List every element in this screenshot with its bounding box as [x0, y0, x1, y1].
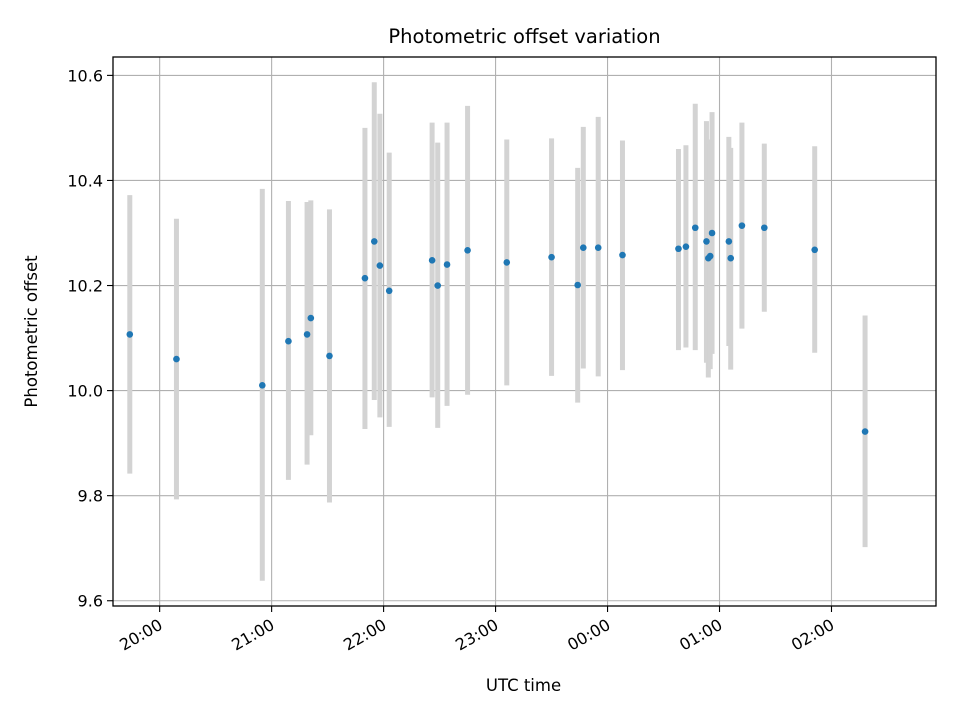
data-point: [376, 262, 384, 269]
y-tick-label: 10.6: [67, 66, 103, 85]
y-tick-label: 10.2: [67, 277, 103, 296]
data-point: [548, 253, 555, 261]
data-point: [579, 244, 587, 252]
data-point: [738, 222, 746, 229]
y-tick-label: 10.0: [67, 382, 103, 401]
data-points: [126, 222, 869, 435]
y-tick-label: 10.4: [67, 171, 103, 190]
data-point: [811, 246, 818, 254]
data-point: [258, 382, 266, 389]
data-point: [326, 352, 333, 360]
data-point: [503, 259, 511, 266]
data-point: [594, 244, 602, 252]
y-axis-ticks: 9.6 9.8 10.0 10.2 10.4 10.6: [67, 66, 113, 611]
data-point: [303, 331, 311, 338]
data-point: [126, 331, 134, 338]
y-tick-label: 9.6: [78, 592, 103, 611]
data-point: [574, 281, 581, 289]
grid: [113, 57, 936, 606]
data-point: [428, 257, 436, 264]
data-point: [861, 428, 869, 435]
data-point: [173, 355, 180, 363]
x-axis-label: UTC time: [486, 676, 561, 695]
data-point: [682, 243, 690, 250]
data-point: [675, 245, 682, 253]
data-point: [285, 337, 292, 345]
data-point: [725, 238, 733, 245]
plot-frame: [112, 56, 937, 607]
data-point: [761, 224, 768, 232]
data-point: [307, 314, 315, 322]
data-point: [370, 238, 378, 245]
data-point: [434, 282, 442, 289]
y-axis-label: Photometric offset: [22, 255, 41, 408]
data-point: [464, 247, 471, 254]
data-point: [443, 261, 451, 268]
data-point: [619, 251, 626, 259]
data-point: [706, 252, 714, 260]
chart-title: Photometric offset variation: [388, 25, 660, 48]
y-tick-label: 9.8: [78, 487, 103, 506]
data-point: [691, 224, 699, 232]
data-point: [361, 274, 369, 282]
data-point: [708, 229, 716, 237]
data-point: [385, 287, 393, 295]
data-point: [727, 254, 735, 262]
data-point: [703, 238, 710, 245]
